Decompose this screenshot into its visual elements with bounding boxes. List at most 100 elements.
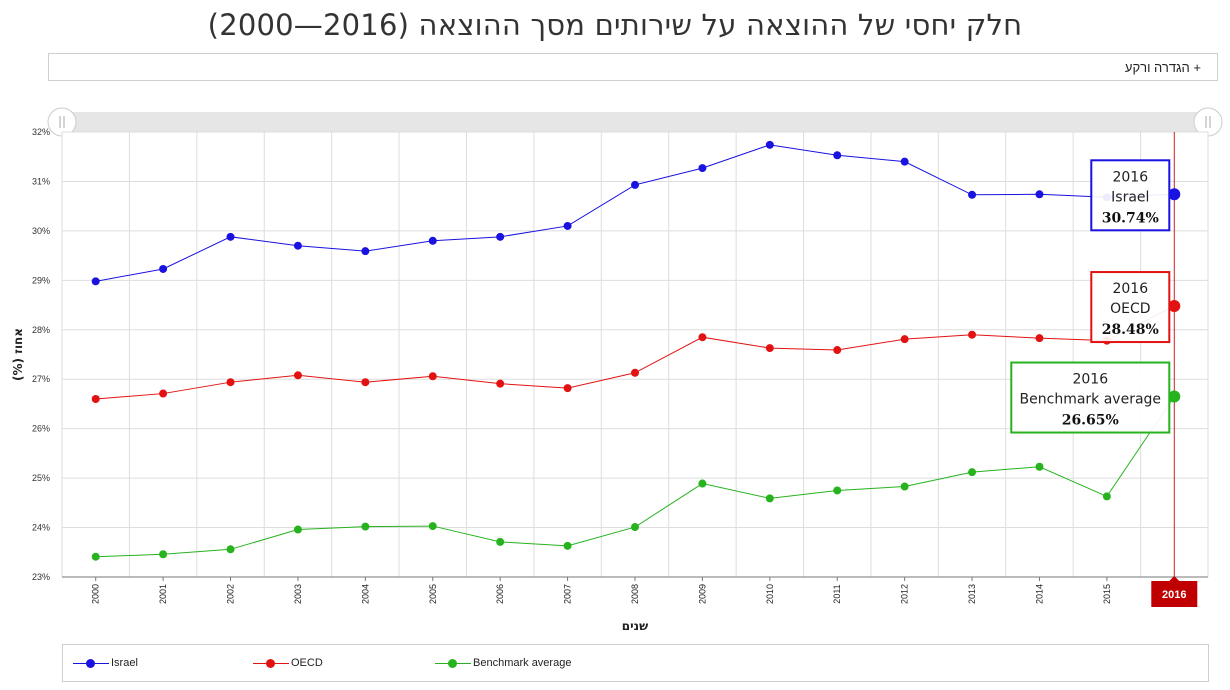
data-point[interactable] xyxy=(293,241,302,250)
tooltip-value: 30.74% xyxy=(1102,210,1159,226)
legend-label: Benchmark average xyxy=(473,657,572,669)
data-point[interactable] xyxy=(631,368,639,377)
x-tick-label: 2012 xyxy=(900,584,910,604)
x-tick-label: 2009 xyxy=(697,584,707,604)
x-tick-label: 2005 xyxy=(428,584,438,604)
data-point[interactable] xyxy=(91,395,100,403)
data-point[interactable] xyxy=(159,550,168,559)
x-tick-label: 2006 xyxy=(495,584,505,604)
data-point[interactable] xyxy=(765,344,774,353)
data-point[interactable] xyxy=(631,180,639,189)
y-tick-label: 28% xyxy=(32,325,50,335)
x-tick-label: 2004 xyxy=(360,584,370,604)
data-point[interactable] xyxy=(1102,492,1111,501)
data-point[interactable] xyxy=(765,140,774,149)
legend-swatch xyxy=(435,656,471,672)
chart-grid xyxy=(61,131,1209,578)
tooltip-series: OECD xyxy=(1110,301,1150,317)
x-axis-title: שנים xyxy=(622,619,648,633)
data-point[interactable] xyxy=(226,545,235,554)
legend-swatch-dot xyxy=(266,659,275,668)
data-point[interactable] xyxy=(698,333,707,342)
x-tick-label: 2008 xyxy=(630,584,640,604)
data-point[interactable] xyxy=(159,389,168,398)
data-point[interactable] xyxy=(428,372,437,381)
y-tick-label: 29% xyxy=(32,275,50,285)
data-point[interactable] xyxy=(968,468,977,477)
tooltip-box xyxy=(1090,271,1171,344)
x-tick-label: 2003 xyxy=(293,584,303,604)
data-point[interactable] xyxy=(428,522,437,531)
data-point[interactable] xyxy=(361,378,370,387)
data-point[interactable] xyxy=(226,378,235,387)
tooltip-series: Israel xyxy=(1111,189,1149,205)
y-tick-label: 25% xyxy=(32,473,50,483)
tooltip-value: 26.65% xyxy=(1062,413,1119,429)
chart-tooltips: 2016 Israel 30.74% 2016 OECD 28.48% 2016 Benchm… xyxy=(1010,159,1171,434)
data-point[interactable] xyxy=(361,522,370,531)
data-point[interactable] xyxy=(496,537,505,546)
data-point[interactable] xyxy=(1035,190,1044,199)
data-point[interactable] xyxy=(698,164,707,173)
y-tick-label: 23% xyxy=(32,572,50,582)
data-point[interactable] xyxy=(293,371,302,380)
data-point[interactable] xyxy=(698,479,707,488)
data-point[interactable] xyxy=(563,541,572,550)
tooltip-value: 28.48% xyxy=(1102,322,1159,338)
data-point[interactable] xyxy=(900,157,909,166)
data-point[interactable] xyxy=(900,482,909,491)
crosshair-label-box xyxy=(1151,581,1198,607)
data-point[interactable] xyxy=(900,335,909,344)
tooltip-box xyxy=(1090,159,1171,232)
y-tick-label: 26% xyxy=(32,424,50,434)
plot-area xyxy=(62,132,1208,577)
legend-label: OECD xyxy=(291,657,323,669)
data-point[interactable] xyxy=(833,151,842,160)
data-point[interactable] xyxy=(293,525,302,534)
data-point[interactable] xyxy=(833,346,842,355)
data-point[interactable] xyxy=(968,190,977,199)
x-tick-label: 2007 xyxy=(563,584,573,604)
data-point[interactable] xyxy=(1035,462,1044,471)
x-tick-label: 2001 xyxy=(158,584,168,604)
data-point[interactable] xyxy=(1035,334,1044,343)
data-point[interactable] xyxy=(765,494,774,503)
x-tick-label: 2000 xyxy=(91,584,101,604)
y-tick-label: 27% xyxy=(32,374,50,384)
x-tick-label: 2010 xyxy=(765,584,775,604)
tooltip-box xyxy=(1010,361,1171,434)
data-point[interactable] xyxy=(563,384,572,393)
data-point[interactable] xyxy=(91,277,100,286)
data-point[interactable] xyxy=(631,523,639,532)
tooltip-year: 2016 xyxy=(1112,169,1148,185)
x-tick-label: 2015 xyxy=(1102,584,1112,604)
line-chart: 23% 24% 25% 26% 27% 28% 29% 30% 31% 32% 2000 2001 20… xyxy=(11,107,1223,633)
x-tick-label: 2011 xyxy=(832,584,842,603)
data-point[interactable] xyxy=(361,247,370,256)
data-point[interactable] xyxy=(226,232,235,241)
data-point[interactable] xyxy=(968,330,977,339)
chart-legend: Israel OECD Benchmark average xyxy=(62,644,1209,682)
data-point[interactable] xyxy=(563,221,572,230)
data-point[interactable] xyxy=(496,379,505,388)
definition-toggle-label: + הגדרה ורקע xyxy=(1124,60,1201,75)
data-point[interactable] xyxy=(159,264,168,273)
x-tick-label: 2014 xyxy=(1034,584,1044,604)
y-tick-label: 24% xyxy=(32,523,50,533)
x-tick-label: 2002 xyxy=(226,584,236,604)
legend-swatch-dot xyxy=(448,659,457,668)
data-point[interactable] xyxy=(428,236,437,245)
crosshair-label: 2016 xyxy=(1162,589,1186,601)
data-point[interactable] xyxy=(1168,188,1181,201)
data-point[interactable] xyxy=(1168,300,1181,313)
data-point[interactable] xyxy=(91,552,100,561)
chart-axes: 23% 24% 25% 26% 27% 28% 29% 30% 31% 32% 2000 2001 20… xyxy=(11,127,1208,633)
data-point[interactable] xyxy=(833,486,842,495)
navigator-track xyxy=(62,112,1208,132)
data-point[interactable] xyxy=(496,232,505,241)
x-tick-label: 2013 xyxy=(967,584,977,604)
data-point[interactable] xyxy=(1168,390,1181,403)
legend-swatch-dot xyxy=(86,659,95,668)
y-axis-title: אחוז (%) xyxy=(11,328,25,381)
definition-toggle[interactable]: + הגדרה ורקע xyxy=(48,53,1218,81)
